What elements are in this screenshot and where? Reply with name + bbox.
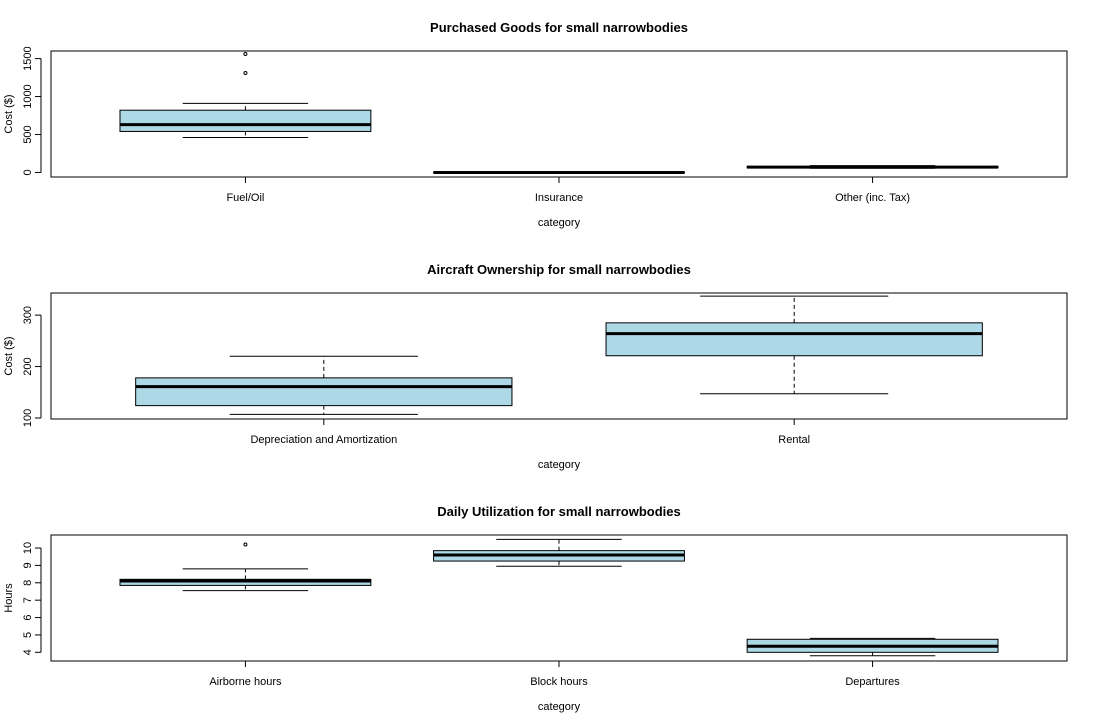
- box-3: [746, 637, 999, 657]
- y-axis: 100 200 300: [22, 306, 42, 427]
- boxes: [119, 52, 999, 174]
- y-tick-label: 4: [22, 649, 34, 655]
- boxes: [119, 538, 999, 657]
- plot-frame: [50, 292, 1068, 420]
- y-tick-label: 10: [22, 542, 34, 554]
- chart-title: Purchased Goods for small narrowbodies: [430, 20, 688, 35]
- y-tick-label: 500: [22, 125, 34, 143]
- chart-panel-3: Daily Utilization for small narrowbodies…: [3, 504, 1068, 713]
- x-axis-label: category: [538, 701, 581, 713]
- box-3: [746, 165, 999, 169]
- y-tick-label: 8: [22, 580, 34, 586]
- x-axis: Depreciation and Amortization Rental: [250, 418, 810, 446]
- x-axis-label: category: [538, 217, 581, 229]
- x-tick-label: Insurance: [535, 192, 583, 204]
- y-axis-label: Cost ($): [3, 94, 15, 133]
- iqr-box: [605, 322, 983, 357]
- box-2: [605, 295, 983, 395]
- chart-title: Aircraft Ownership for small narrowbodie…: [427, 262, 691, 277]
- y-tick-label: 9: [22, 562, 34, 568]
- box-1: [135, 355, 513, 415]
- y-tick-label: 6: [22, 614, 34, 620]
- x-tick-label: Depreciation and Amortization: [250, 434, 397, 446]
- y-tick-label: 200: [22, 357, 34, 375]
- x-axis: Airborne hours Block hours Departures: [209, 660, 900, 688]
- x-tick-label: Airborne hours: [209, 676, 282, 688]
- chart-panel-1: Purchased Goods for small narrowbodies 0 5…: [3, 20, 1068, 229]
- outlier-point: [243, 542, 248, 547]
- x-tick-label: Departures: [845, 676, 900, 688]
- iqr-box: [119, 109, 372, 132]
- plot-frame: [50, 50, 1068, 178]
- y-tick-label: 0: [22, 169, 34, 175]
- chart-title: Daily Utilization for small narrowbodies: [437, 504, 680, 519]
- box-1: [119, 52, 372, 139]
- y-axis: 0 500 1000 1500: [22, 46, 42, 176]
- y-tick-label: 1500: [22, 46, 34, 70]
- chart-panel-2: Aircraft Ownership for small narrowbodie…: [3, 262, 1068, 471]
- x-tick-label: Rental: [778, 434, 810, 446]
- x-tick-label: Fuel/Oil: [226, 192, 264, 204]
- iqr-box: [135, 377, 513, 407]
- box-2: [433, 170, 685, 174]
- x-axis: Fuel/Oil Insurance Other (inc. Tax): [226, 176, 910, 204]
- outlier-point: [243, 71, 248, 76]
- y-tick-label: 100: [22, 409, 34, 427]
- y-tick-label: 5: [22, 632, 34, 638]
- y-axis-label: Hours: [3, 583, 15, 613]
- y-axis: 4 5 6 7 8 9 10: [22, 542, 42, 655]
- x-tick-label: Block hours: [530, 676, 588, 688]
- y-axis-label: Cost ($): [3, 336, 15, 375]
- boxes: [135, 295, 983, 415]
- box-1: [119, 542, 372, 592]
- y-tick-label: 1000: [22, 84, 34, 108]
- x-axis-label: category: [538, 459, 581, 471]
- box-2: [433, 538, 685, 567]
- y-tick-label: 7: [22, 597, 34, 603]
- outlier-point: [243, 52, 248, 57]
- x-tick-label: Other (inc. Tax): [835, 192, 910, 204]
- plot-frame: [50, 534, 1068, 662]
- y-tick-label: 300: [22, 306, 34, 324]
